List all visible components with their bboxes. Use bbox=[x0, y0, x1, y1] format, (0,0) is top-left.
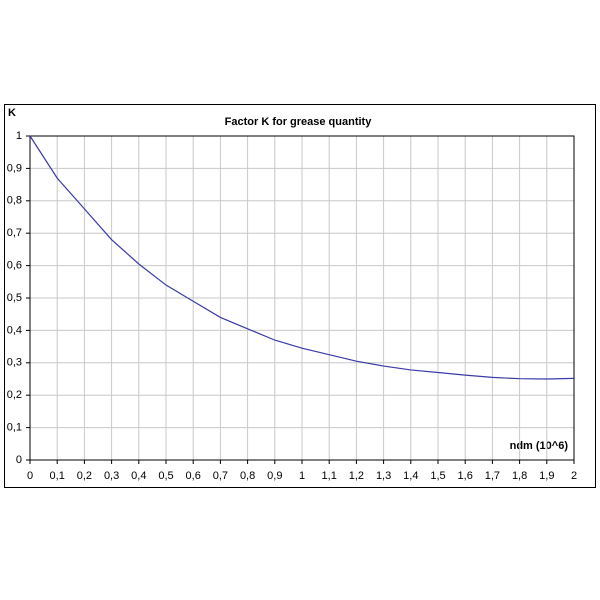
y-tick-label: 0 bbox=[16, 454, 22, 466]
x-tick-label: 2 bbox=[571, 470, 577, 482]
chart-title: Factor K for grease quantity bbox=[225, 116, 373, 128]
plot-area bbox=[29, 135, 575, 461]
x-tick-label: 0,2 bbox=[77, 470, 92, 482]
x-tick-label: 1,3 bbox=[376, 470, 391, 482]
y-tick-label: 0,3 bbox=[7, 357, 22, 369]
chart-frame bbox=[4, 104, 596, 488]
x-tick-label: 0 bbox=[27, 470, 33, 482]
x-tick-label: 0,1 bbox=[50, 470, 65, 482]
x-tick-label: 1,4 bbox=[403, 470, 418, 482]
x-tick-label: 1,2 bbox=[349, 470, 364, 482]
y-tick-label: 0,8 bbox=[7, 195, 22, 207]
y-tick-label: 0,6 bbox=[7, 260, 22, 272]
x-tick-label: 1,9 bbox=[539, 470, 554, 482]
x-tick-label: 0,5 bbox=[158, 470, 173, 482]
y-tick-label: 0,9 bbox=[7, 162, 22, 174]
x-tick-label: 1,5 bbox=[430, 470, 445, 482]
y-axis-label: K bbox=[8, 107, 16, 119]
y-tick-label: 0,4 bbox=[7, 324, 22, 336]
x-axis-label: ndm (10^6) bbox=[510, 440, 569, 452]
x-tick-label: 0,9 bbox=[267, 470, 282, 482]
data-line bbox=[29, 135, 575, 380]
y-tick-label: 0,1 bbox=[7, 422, 22, 434]
x-tick-label: 0,8 bbox=[240, 470, 255, 482]
x-tick-label: 1,1 bbox=[322, 470, 337, 482]
x-tick-label: 1,6 bbox=[458, 470, 473, 482]
x-tick-label: 1,8 bbox=[512, 470, 527, 482]
x-tick-label: 1,7 bbox=[485, 470, 500, 482]
x-tick-label: 0,7 bbox=[213, 470, 228, 482]
x-tick-label: 0,3 bbox=[104, 470, 119, 482]
y-tick-label: 0,5 bbox=[7, 292, 22, 304]
x-tick-label: 0,4 bbox=[131, 470, 146, 482]
x-tick-label: 0,6 bbox=[186, 470, 201, 482]
y-tick-label: 0,7 bbox=[7, 227, 22, 239]
y-tick-label: 0,2 bbox=[7, 389, 22, 401]
x-tick-label: 1 bbox=[299, 470, 305, 482]
y-tick-label: 1 bbox=[16, 130, 22, 142]
